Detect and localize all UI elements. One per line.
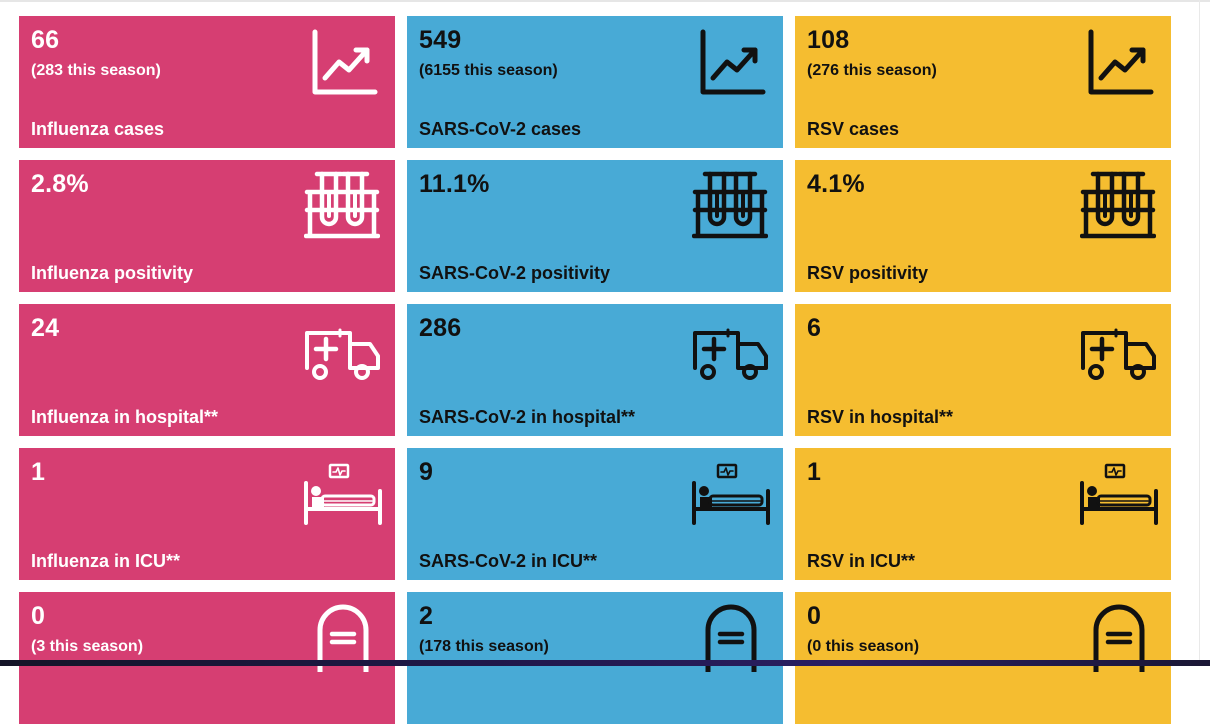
rsv-hospital-tile: 6 RSV in hospital** <box>795 304 1171 436</box>
stat-value: 549 <box>419 26 462 54</box>
season-total: (276 this season) <box>807 62 937 79</box>
season-total: (178 this season) <box>419 638 549 655</box>
stat-label: RSV positivity <box>807 263 929 283</box>
tombstone-icon <box>1092 602 1146 672</box>
trend-chart-icon <box>697 28 767 98</box>
stat-label: SARS-CoV-2 in hospital** <box>419 407 636 427</box>
stat-label: Influenza in ICU** <box>31 551 181 571</box>
rsv-deaths-tile: 0 (0 this season) <box>795 592 1171 724</box>
sars-deaths-tile: 2 (178 this season) <box>407 592 783 724</box>
test-tubes-icon <box>304 170 380 240</box>
rsv-cases-tile: 108 (276 this season) RSV cases <box>795 16 1171 148</box>
stat-value: 11.1% <box>419 170 490 198</box>
sars-cases-tile: 549 (6155 this season) SARS-CoV-2 cases <box>407 16 783 148</box>
stat-label: Influenza positivity <box>31 263 194 283</box>
stat-value: 2.8% <box>31 170 89 198</box>
season-total: (3 this season) <box>31 638 144 655</box>
influenza-deaths-tile: 0 (3 this season) <box>19 592 395 724</box>
stat-value: 286 <box>419 314 462 342</box>
stat-value: 4.1% <box>807 170 865 198</box>
stat-value: 24 <box>31 314 60 342</box>
ambulance-icon <box>304 328 382 380</box>
bottom-bar <box>0 660 1210 666</box>
season-total: (6155 this season) <box>419 62 558 79</box>
stat-label: SARS-CoV-2 cases <box>419 119 582 139</box>
stat-value: 1 <box>807 458 822 486</box>
sars-icu-tile: 9 SARS-CoV-2 in ICU** <box>407 448 783 580</box>
stat-label: RSV in hospital** <box>807 407 954 427</box>
stat-label: SARS-CoV-2 in ICU** <box>419 551 598 571</box>
influenza-icu-tile: 1 Influenza in ICU** <box>19 448 395 580</box>
influenza-hospital-tile: 24 Influenza in hospital** <box>19 304 395 436</box>
stat-value: 2 <box>419 602 434 630</box>
stat-label: Influenza in hospital** <box>31 407 219 427</box>
icu-bed-icon <box>1078 463 1160 525</box>
stat-value: 108 <box>807 26 850 54</box>
stat-value: 9 <box>419 458 434 486</box>
trend-chart-icon <box>309 28 379 98</box>
rsv-positivity-tile: 4.1% RSV positivity <box>795 160 1171 292</box>
tombstone-icon <box>316 602 370 672</box>
stat-value: 1 <box>31 458 46 486</box>
rsv-icu-tile: 1 RSV in ICU** <box>795 448 1171 580</box>
top-divider <box>0 0 1210 2</box>
stat-label: RSV in ICU** <box>807 551 916 571</box>
stat-value: 0 <box>31 602 46 630</box>
sars-positivity-tile: 11.1% SARS-CoV-2 positivity <box>407 160 783 292</box>
stat-value: 66 <box>31 26 60 54</box>
test-tubes-icon <box>692 170 768 240</box>
icu-bed-icon <box>690 463 772 525</box>
right-divider <box>1199 0 1200 666</box>
icu-bed-icon <box>302 463 384 525</box>
stat-value: 0 <box>807 602 822 630</box>
stat-label: RSV cases <box>807 119 900 139</box>
ambulance-icon <box>692 328 770 380</box>
influenza-positivity-tile: 2.8% Influenza positivity <box>19 160 395 292</box>
test-tubes-icon <box>1080 170 1156 240</box>
ambulance-icon <box>1080 328 1158 380</box>
stat-value: 6 <box>807 314 822 342</box>
stats-grid: 66 (283 this season) Influenza cases 2.8% In… <box>19 16 1171 724</box>
sars-hospital-tile: 286 SARS-CoV-2 in hospital** <box>407 304 783 436</box>
tombstone-icon <box>704 602 758 672</box>
trend-chart-icon <box>1085 28 1155 98</box>
influenza-cases-tile: 66 (283 this season) Influenza cases <box>19 16 395 148</box>
season-total: (283 this season) <box>31 62 161 79</box>
season-total: (0 this season) <box>807 638 920 655</box>
stat-label: Influenza cases <box>31 119 165 139</box>
stat-label: SARS-CoV-2 positivity <box>419 263 611 283</box>
